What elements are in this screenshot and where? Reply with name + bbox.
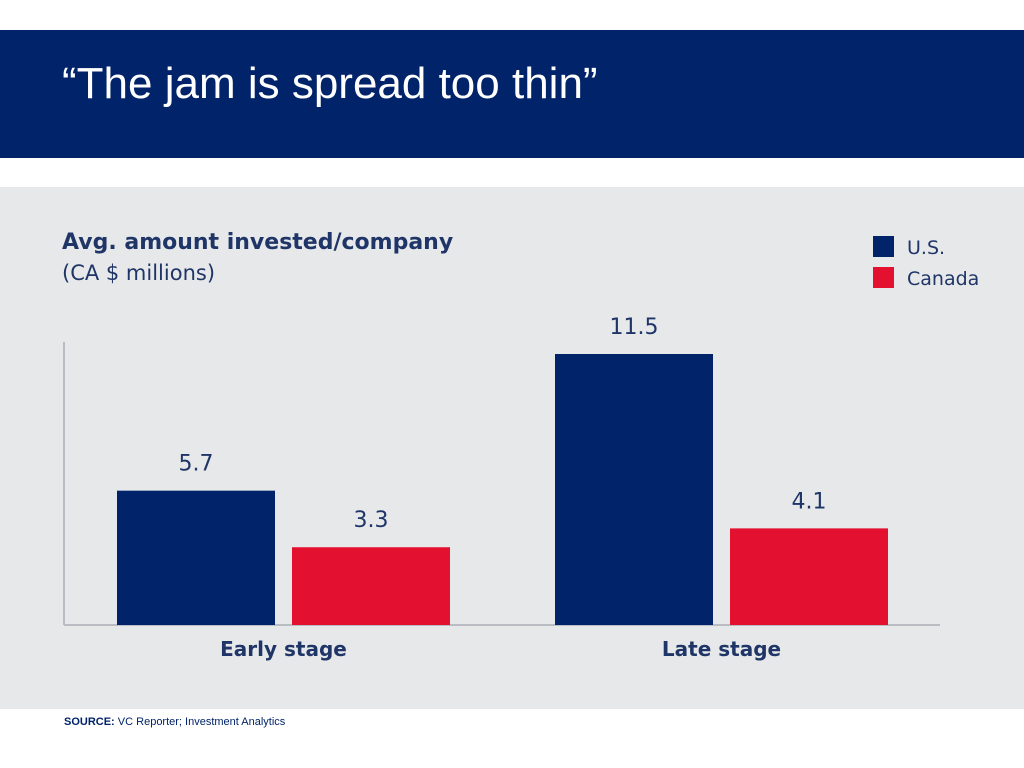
legend-swatch-u-s <box>873 236 894 257</box>
slide-title: “The jam is spread too thin” <box>62 59 598 108</box>
value-label-late-stage-canada: 4.1 <box>792 489 827 514</box>
value-label-early-stage-canada: 3.3 <box>354 508 389 533</box>
chart-panel: Avg. amount invested/company (CA $ milli… <box>0 187 1024 709</box>
source-text: VC Reporter; Investment Analytics <box>117 716 286 728</box>
legend: U.S. Canada <box>873 236 979 290</box>
category-label-late-stage: Late stage <box>662 637 781 661</box>
bar-chart: Avg. amount invested/company (CA $ milli… <box>62 230 979 661</box>
category-label-early-stage: Early stage <box>220 637 347 661</box>
title-banner <box>0 30 1024 158</box>
bar-early-stage-u-s <box>117 490 275 625</box>
category-labels: Early stage Late stage <box>220 637 781 661</box>
chart-subtitle: (CA $ millions) <box>62 261 215 285</box>
bar-late-stage-canada <box>730 528 888 625</box>
legend-label-u-s: U.S. <box>907 237 945 259</box>
chart-title: Avg. amount invested/company <box>62 230 453 255</box>
bar-early-stage-canada <box>292 547 450 625</box>
legend-label-canada: Canada <box>907 268 979 290</box>
value-labels: 5.7 3.3 11.5 4.1 <box>179 315 827 533</box>
legend-swatch-canada <box>873 267 894 288</box>
value-label-late-stage-u-s: 11.5 <box>610 315 659 340</box>
bar-late-stage-u-s <box>555 354 713 625</box>
value-label-early-stage-u-s: 5.7 <box>179 452 214 477</box>
source-note: SOURCE: VC Reporter; Investment Analytic… <box>64 716 285 728</box>
source-label: SOURCE: <box>64 716 115 728</box>
bars <box>117 354 888 625</box>
